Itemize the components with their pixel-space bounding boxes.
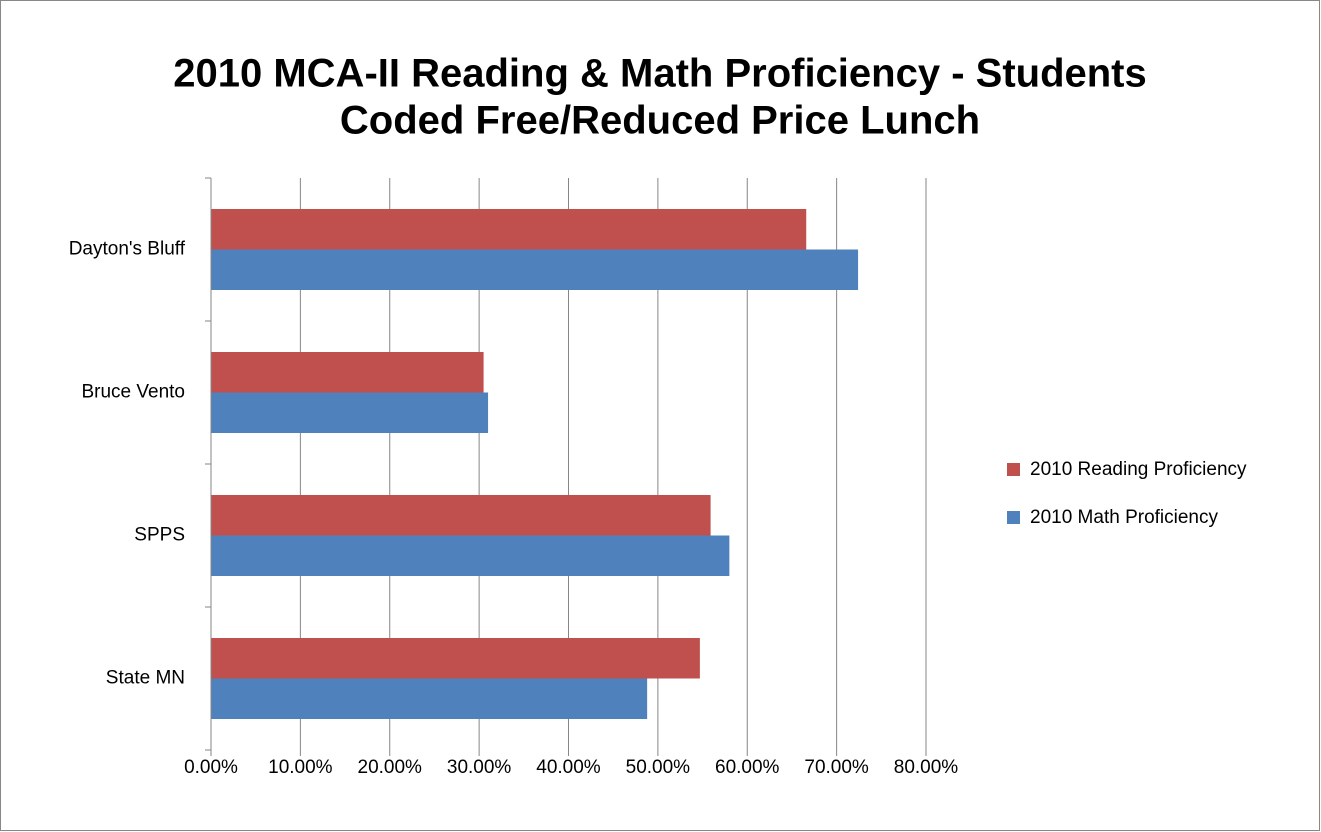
bar xyxy=(211,352,484,393)
x-tick-label: 80.00% xyxy=(894,757,959,778)
x-tick-label: 60.00% xyxy=(715,757,780,778)
chart-title: Coded Free/Reduced Price Lunch xyxy=(340,99,980,143)
legend-label: 2010 Reading Proficiency xyxy=(1030,459,1247,480)
y-tick-label: SPPS xyxy=(134,525,185,546)
x-tick-label: 50.00% xyxy=(626,757,691,778)
x-tick-label: 10.00% xyxy=(268,757,333,778)
x-tick-label: 0.00% xyxy=(184,757,238,778)
x-tick-label: 40.00% xyxy=(536,757,601,778)
bar xyxy=(211,392,489,433)
bar xyxy=(211,535,730,576)
x-tick-label: 20.00% xyxy=(358,757,423,778)
bar xyxy=(211,209,807,250)
y-tick-label: State MN xyxy=(106,668,185,689)
legend-label: 2010 Math Proficiency xyxy=(1030,507,1218,528)
chart-title: 2010 MCA-II Reading & Math Proficiency -… xyxy=(173,52,1147,96)
bar xyxy=(211,678,648,719)
bar xyxy=(211,495,711,536)
legend-swatch xyxy=(1007,511,1020,524)
y-tick-label: Dayton's Bluff xyxy=(69,239,186,260)
x-tick-label: 30.00% xyxy=(447,757,512,778)
y-tick-label: Bruce Vento xyxy=(81,382,185,403)
bar xyxy=(211,249,859,290)
bar xyxy=(211,638,700,679)
x-tick-label: 70.00% xyxy=(804,757,869,778)
legend-swatch xyxy=(1007,463,1020,476)
